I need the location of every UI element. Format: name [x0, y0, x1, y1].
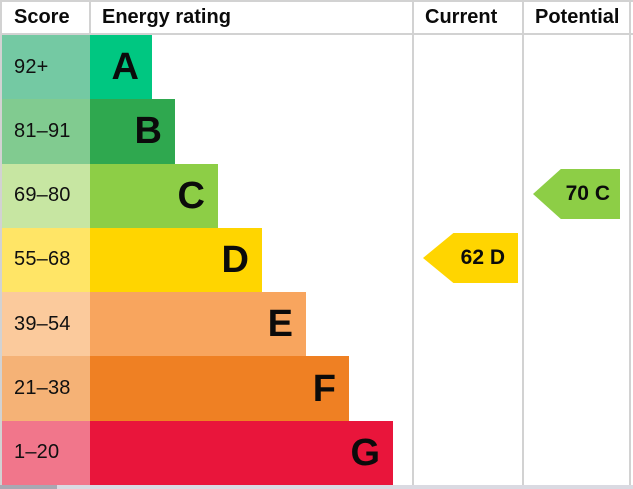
border-right — [629, 0, 631, 489]
current-column-divider — [412, 2, 414, 489]
potential-rating-arrow: 70 C — [533, 169, 620, 219]
rating-letter-g: G — [350, 431, 380, 474]
border-left — [0, 0, 2, 489]
rating-bar-c: C — [90, 163, 218, 228]
score-range-f: 21–38 — [2, 356, 90, 421]
score-range-e: 39–54 — [2, 292, 90, 357]
current-rating-label: 62 D — [460, 246, 506, 269]
score-column-divider — [89, 2, 91, 33]
header-potential-label: Potential — [535, 6, 620, 28]
score-range-c: 69–80 — [2, 163, 90, 228]
header-current-label: Current — [425, 6, 498, 28]
band-row-d: 55–68 D — [2, 227, 413, 293]
score-range-d: 55–68 — [2, 227, 90, 293]
rating-bar-e: E — [90, 292, 306, 357]
band-row-a: 92+ A — [2, 35, 413, 100]
score-range-a: 92+ — [2, 35, 90, 100]
rating-letter-c: C — [177, 174, 205, 217]
band-row-e: 39–54 E — [2, 292, 413, 357]
horizontal-scrollbar-thumb[interactable] — [0, 485, 57, 489]
header-energy-rating-label: Energy rating — [102, 6, 231, 28]
rating-bar-b: B — [90, 99, 175, 164]
band-row-f: 21–38 F — [2, 356, 413, 421]
rating-letter-a: A — [111, 46, 139, 89]
rating-bands: 92+ A 81–91 B 69–80 C 55–68 D 39–54 E 21… — [2, 35, 413, 485]
header-score-label: Score — [14, 6, 70, 28]
band-row-b: 81–91 B — [2, 99, 413, 164]
band-row-c: 69–80 C — [2, 163, 413, 228]
rating-letter-b: B — [134, 110, 162, 153]
rating-bar-f: F — [90, 356, 349, 421]
score-range-b: 81–91 — [2, 99, 90, 164]
rating-bar-a: A — [90, 35, 152, 100]
potential-rating-label: 70 C — [565, 182, 610, 205]
horizontal-scrollbar — [0, 485, 633, 489]
potential-column-divider — [522, 2, 524, 489]
rating-bar-g: G — [90, 420, 393, 485]
header-divider-line — [0, 33, 633, 35]
band-row-g: 1–20 G — [2, 420, 413, 485]
rating-letter-d: D — [221, 238, 249, 281]
rating-bar-d: D — [90, 227, 262, 293]
rating-letter-f: F — [312, 367, 336, 410]
rating-letter-e: E — [267, 303, 293, 346]
score-range-g: 1–20 — [2, 420, 90, 485]
current-rating-arrow: 62 D — [423, 233, 518, 283]
border-top — [0, 0, 633, 2]
